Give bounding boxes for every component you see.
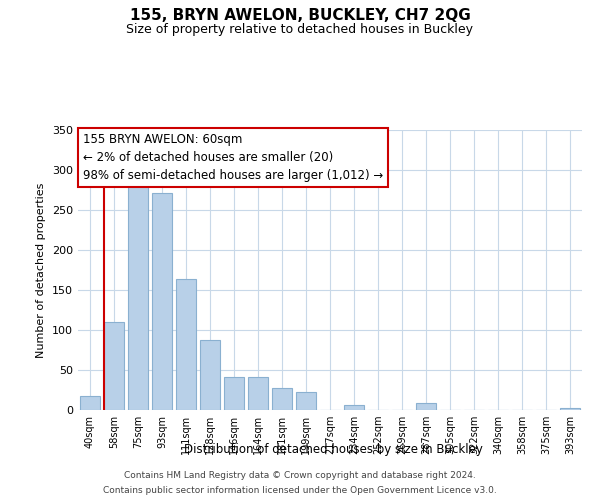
Text: Contains public sector information licensed under the Open Government Licence v3: Contains public sector information licen… [103, 486, 497, 495]
Text: Contains HM Land Registry data © Crown copyright and database right 2024.: Contains HM Land Registry data © Crown c… [124, 471, 476, 480]
Bar [416, 403, 436, 410]
Bar [128, 176, 148, 410]
Bar [104, 322, 124, 410]
Bar [296, 392, 316, 410]
Bar [248, 377, 268, 410]
Bar [80, 396, 100, 410]
Bar [560, 408, 580, 410]
Bar [272, 388, 292, 410]
Text: Distribution of detached houses by size in Buckley: Distribution of detached houses by size … [184, 442, 482, 456]
Text: 155, BRYN AWELON, BUCKLEY, CH7 2QG: 155, BRYN AWELON, BUCKLEY, CH7 2QG [130, 8, 470, 22]
Bar [176, 279, 196, 410]
Text: Size of property relative to detached houses in Buckley: Size of property relative to detached ho… [127, 22, 473, 36]
Text: 155 BRYN AWELON: 60sqm
← 2% of detached houses are smaller (20)
98% of semi-deta: 155 BRYN AWELON: 60sqm ← 2% of detached … [83, 133, 383, 182]
Bar [224, 377, 244, 410]
Y-axis label: Number of detached properties: Number of detached properties [37, 182, 46, 358]
Bar [344, 405, 364, 410]
Bar [200, 340, 220, 410]
Bar [152, 193, 172, 410]
